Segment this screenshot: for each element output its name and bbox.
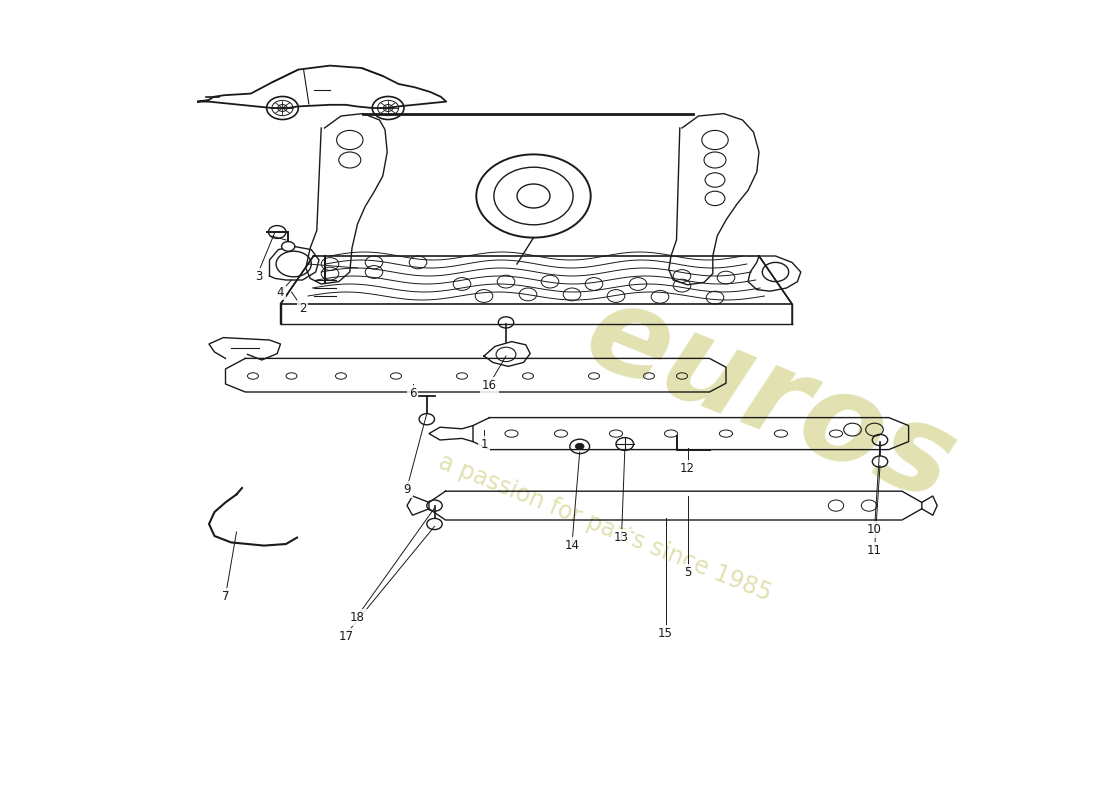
Text: a passion for parts since 1985: a passion for parts since 1985	[434, 450, 776, 606]
Text: 5: 5	[684, 566, 691, 578]
Text: 13: 13	[614, 531, 629, 544]
Text: 3: 3	[255, 270, 262, 282]
Text: 4: 4	[277, 286, 284, 298]
Text: 2: 2	[299, 302, 306, 314]
Text: 10: 10	[867, 523, 882, 536]
Text: 7: 7	[222, 590, 229, 602]
Circle shape	[575, 443, 584, 450]
Text: 6: 6	[409, 387, 416, 400]
Text: 16: 16	[482, 379, 497, 392]
Circle shape	[419, 414, 435, 425]
Text: 11: 11	[867, 544, 882, 557]
Text: 17: 17	[339, 630, 354, 642]
Circle shape	[872, 456, 888, 467]
Text: 9: 9	[404, 483, 410, 496]
Text: 12: 12	[680, 462, 695, 474]
Text: 14: 14	[564, 539, 580, 552]
Text: euros: euros	[569, 274, 971, 526]
Text: 18: 18	[350, 611, 365, 624]
Text: 15: 15	[658, 627, 673, 640]
Circle shape	[282, 242, 295, 251]
Text: 1: 1	[481, 438, 487, 450]
Circle shape	[427, 518, 442, 530]
